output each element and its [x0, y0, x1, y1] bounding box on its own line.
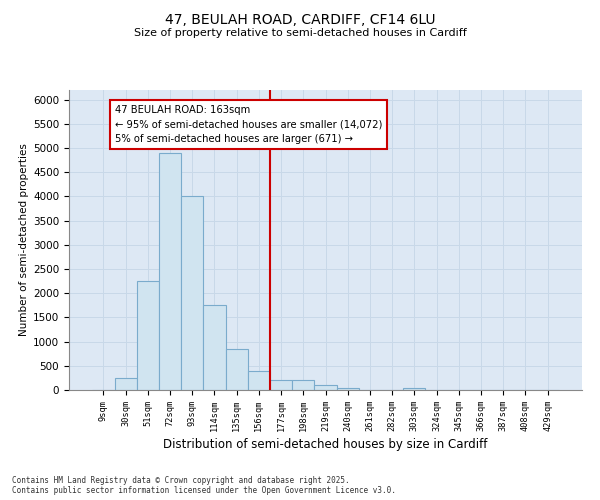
Bar — [115, 378, 137, 390]
Bar — [137, 281, 159, 390]
Text: Size of property relative to semi-detached houses in Cardiff: Size of property relative to semi-detach… — [134, 28, 466, 38]
X-axis label: Distribution of semi-detached houses by size in Cardiff: Distribution of semi-detached houses by … — [163, 438, 488, 451]
Bar — [270, 380, 292, 390]
Bar — [159, 153, 181, 390]
Bar — [226, 349, 248, 390]
Text: 47 BEULAH ROAD: 163sqm
← 95% of semi-detached houses are smaller (14,072)
5% of : 47 BEULAH ROAD: 163sqm ← 95% of semi-det… — [115, 104, 382, 144]
Text: Contains HM Land Registry data © Crown copyright and database right 2025.
Contai: Contains HM Land Registry data © Crown c… — [12, 476, 396, 495]
Bar — [181, 196, 203, 390]
Bar — [292, 380, 314, 390]
Bar — [337, 388, 359, 390]
Text: 47, BEULAH ROAD, CARDIFF, CF14 6LU: 47, BEULAH ROAD, CARDIFF, CF14 6LU — [165, 12, 435, 26]
Bar — [248, 370, 270, 390]
Y-axis label: Number of semi-detached properties: Number of semi-detached properties — [19, 144, 29, 336]
Bar — [403, 388, 425, 390]
Bar — [203, 306, 226, 390]
Bar — [314, 385, 337, 390]
